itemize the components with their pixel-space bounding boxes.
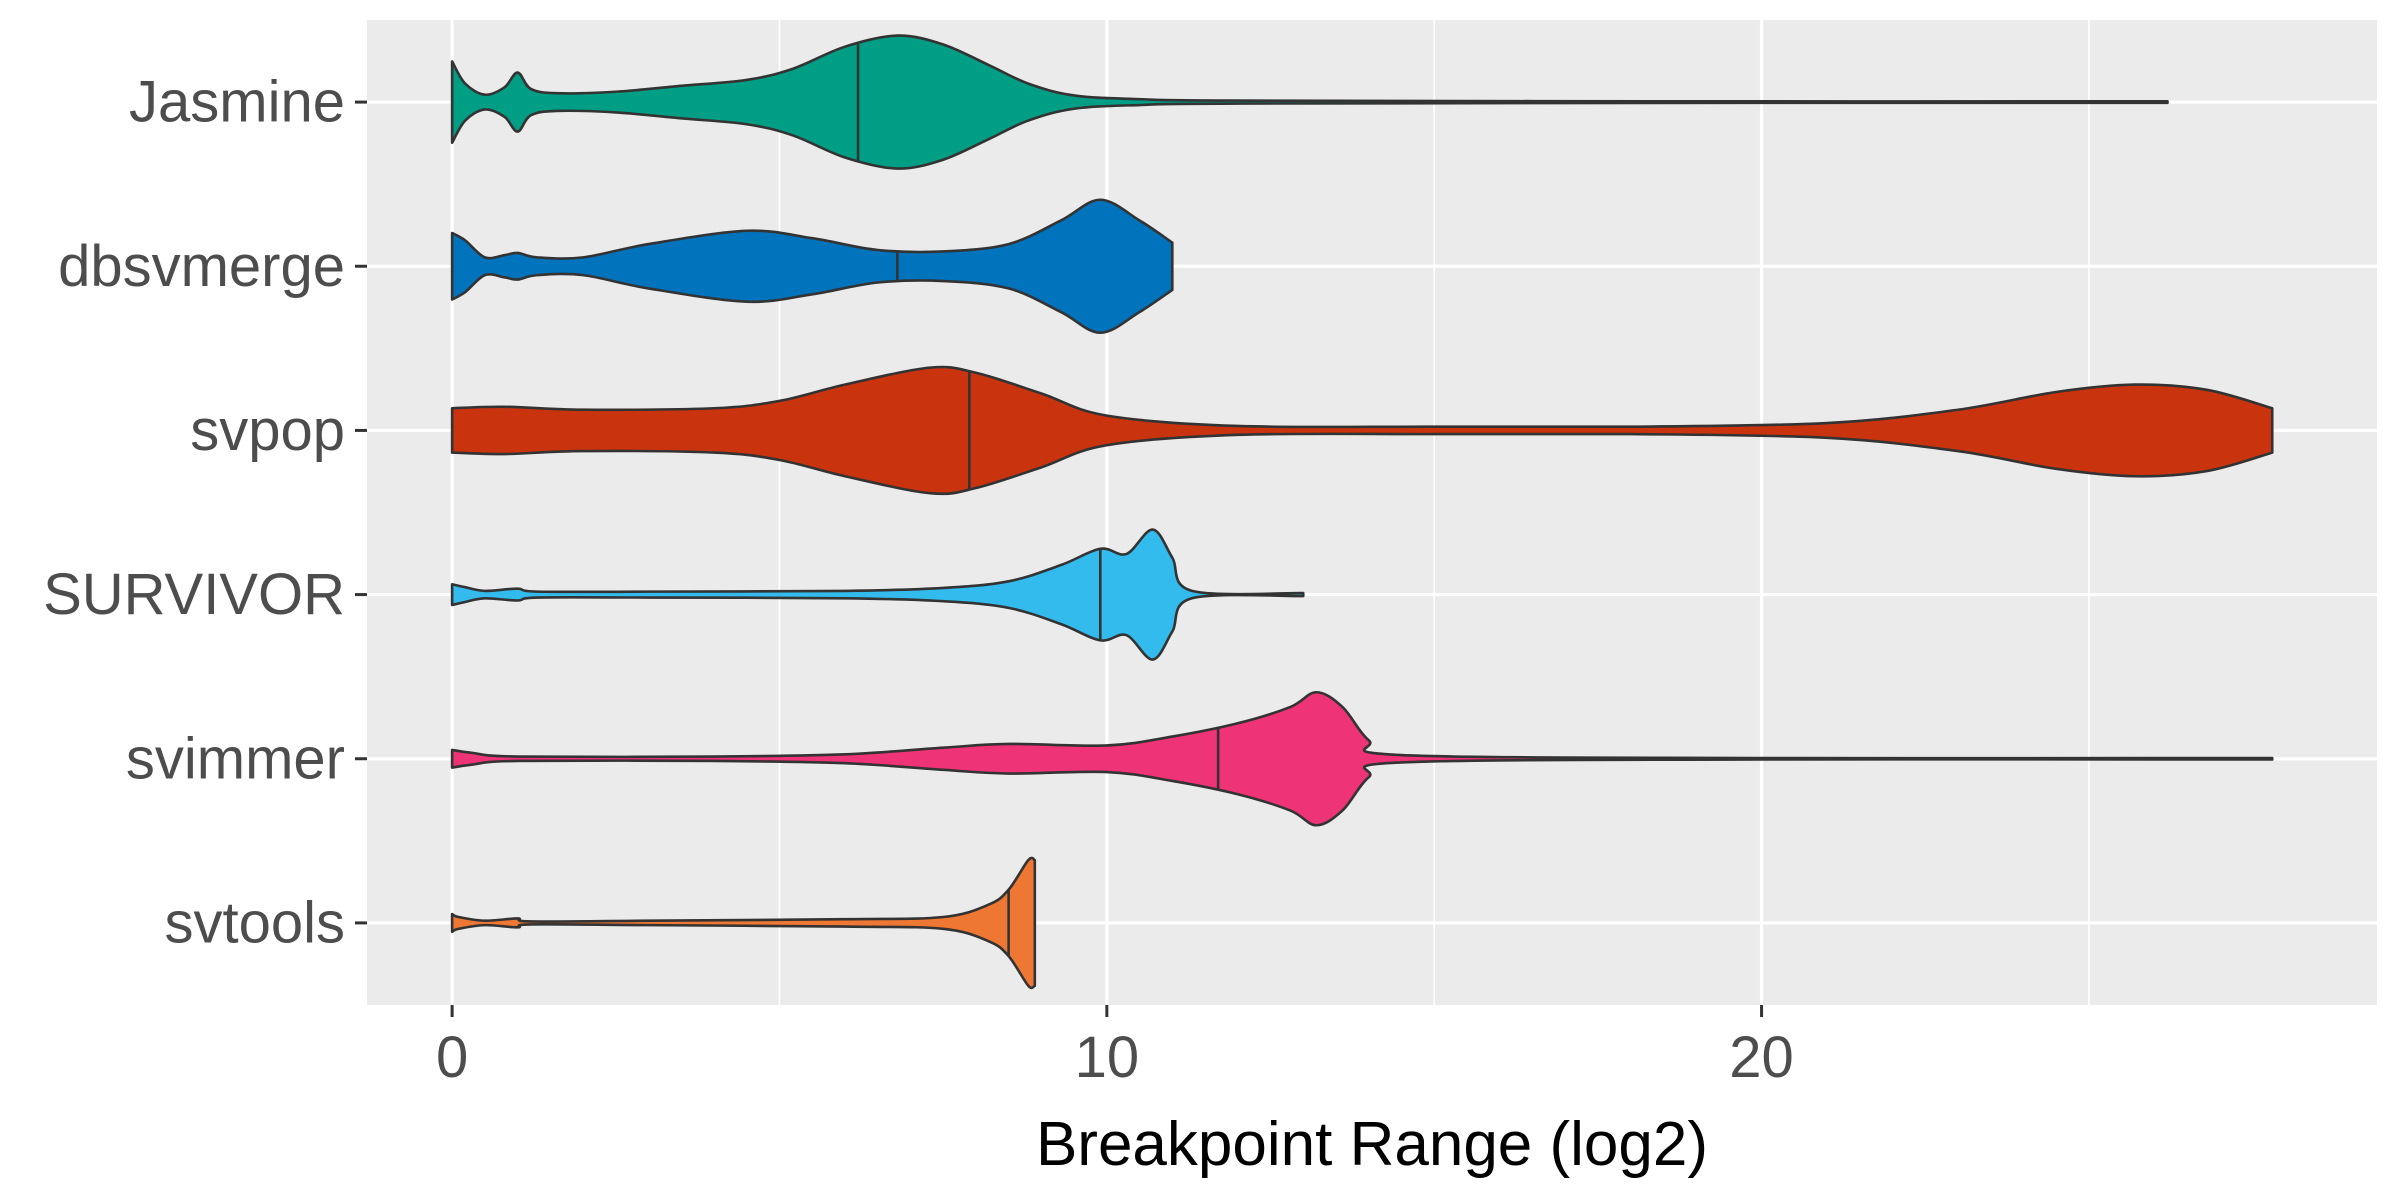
violin-body bbox=[450, 856, 1037, 990]
violin-jasmine bbox=[450, 34, 2169, 170]
y-tick-label: svtools bbox=[164, 890, 345, 955]
x-tick-label: 20 bbox=[1729, 1025, 1794, 1090]
x-axis: 0 10 20 bbox=[436, 1005, 1794, 1090]
x-tick-label: 0 bbox=[436, 1025, 468, 1090]
violin-svimmer bbox=[450, 690, 2274, 827]
y-tick-label: Jasmine bbox=[129, 70, 345, 135]
violin-svpop bbox=[450, 365, 2274, 496]
x-axis-title: Breakpoint Range (log2) bbox=[1036, 1110, 1708, 1179]
y-axis: Jasmine dbsvmerge svpop SURVIVOR svimmer svto… bbox=[43, 70, 367, 955]
panel-background bbox=[367, 20, 2377, 1005]
violin-body bbox=[450, 528, 1305, 661]
violin-body bbox=[450, 198, 1174, 335]
violin-dbsvmerge bbox=[450, 198, 1174, 335]
y-tick-label: SURVIVOR bbox=[43, 562, 345, 627]
x-tick-label: 10 bbox=[1075, 1025, 1140, 1090]
violin-survivor bbox=[450, 528, 1305, 661]
violin-body bbox=[450, 690, 2274, 827]
violin-body bbox=[450, 365, 2274, 496]
violin-body bbox=[450, 34, 2169, 170]
y-tick-label: svimmer bbox=[126, 726, 345, 791]
y-tick-label: svpop bbox=[190, 398, 345, 463]
minor-gridlines bbox=[778, 20, 2090, 1005]
violins bbox=[450, 34, 2274, 990]
y-tick-label: dbsvmerge bbox=[58, 234, 345, 299]
violin-svtools bbox=[450, 856, 1037, 990]
